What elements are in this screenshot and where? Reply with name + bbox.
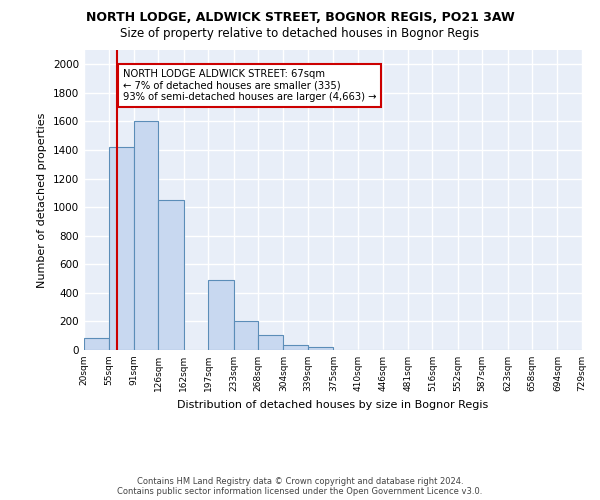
Bar: [283, 345, 308, 350]
Bar: [158, 200, 184, 350]
Text: Contains HM Land Registry data © Crown copyright and database right 2024.
Contai: Contains HM Land Registry data © Crown c…: [118, 476, 482, 496]
Bar: [109, 147, 134, 350]
Bar: [308, 347, 334, 350]
Text: NORTH LODGE ALDWICK STREET: 67sqm
← 7% of detached houses are smaller (335)
93% : NORTH LODGE ALDWICK STREET: 67sqm ← 7% o…: [122, 68, 376, 102]
Bar: [233, 322, 258, 350]
X-axis label: Distribution of detached houses by size in Bognor Regis: Distribution of detached houses by size …: [178, 400, 488, 409]
Text: Size of property relative to detached houses in Bognor Regis: Size of property relative to detached ho…: [121, 27, 479, 40]
Bar: [84, 338, 109, 350]
Bar: [258, 335, 283, 350]
Y-axis label: Number of detached properties: Number of detached properties: [37, 112, 47, 288]
Bar: [134, 122, 158, 350]
Bar: [208, 280, 233, 350]
Text: NORTH LODGE, ALDWICK STREET, BOGNOR REGIS, PO21 3AW: NORTH LODGE, ALDWICK STREET, BOGNOR REGI…: [86, 11, 514, 24]
